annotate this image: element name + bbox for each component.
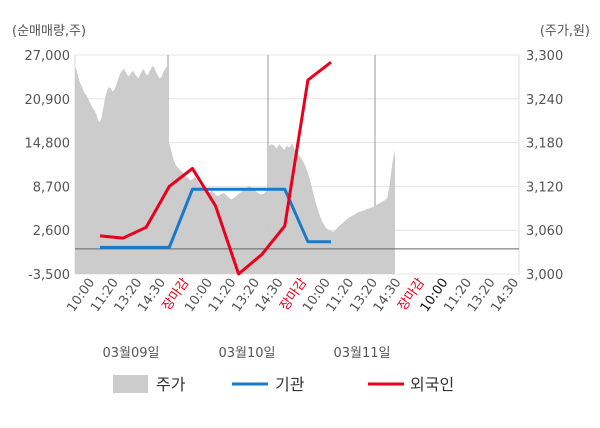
legend: 주가 기관 외국인 — [113, 375, 454, 394]
right-tick-label: 3,180 — [526, 137, 563, 152]
foreign-line — [99, 61, 332, 276]
date-label: 03월09일 — [102, 346, 159, 361]
left-tick-label: -3,500 — [28, 268, 70, 283]
date-label: 03월10일 — [218, 346, 275, 361]
left-axis: 27,000 20,900 14,800 8,700 2,600 -3,500 — [25, 49, 71, 283]
price-area-day1 — [75, 65, 168, 274]
left-tick-label: 20,900 — [25, 93, 71, 108]
right-tick-label: 3,300 — [526, 49, 563, 64]
legend-label-foreign: 외국인 — [410, 375, 454, 394]
price-area-day3 — [269, 143, 395, 274]
flow-lines — [99, 61, 332, 276]
left-tick-label: 14,800 — [25, 137, 71, 152]
institution-line — [100, 187, 331, 249]
right-axis-unit: (주가,원) — [540, 24, 590, 39]
left-axis-unit: (순매매량,주) — [12, 24, 86, 39]
left-tick-label: 27,000 — [25, 49, 71, 64]
right-tick-label: 3,060 — [526, 224, 563, 239]
legend-swatch-price — [113, 375, 148, 393]
legend-label-price: 주가 — [156, 375, 186, 394]
x-axis: 10:0011:2013:2014:30장마감10:0011:2013:2014… — [64, 276, 522, 315]
left-tick-label: 8,700 — [33, 180, 70, 195]
legend-label-institution: 기관 — [275, 375, 305, 394]
right-tick-label: 3,120 — [526, 180, 563, 195]
right-tick-label: 3,000 — [526, 268, 563, 283]
price-area — [75, 65, 395, 274]
right-axis: 3,300 3,240 3,180 3,120 3,060 3,000 — [526, 49, 563, 283]
price-area-day2 — [169, 142, 268, 274]
date-labels: 03월09일 03월10일 03월11일 — [102, 346, 390, 361]
date-label: 03월11일 — [333, 346, 390, 361]
left-tick-label: 2,600 — [33, 224, 70, 239]
right-tick-label: 3,240 — [526, 93, 563, 108]
